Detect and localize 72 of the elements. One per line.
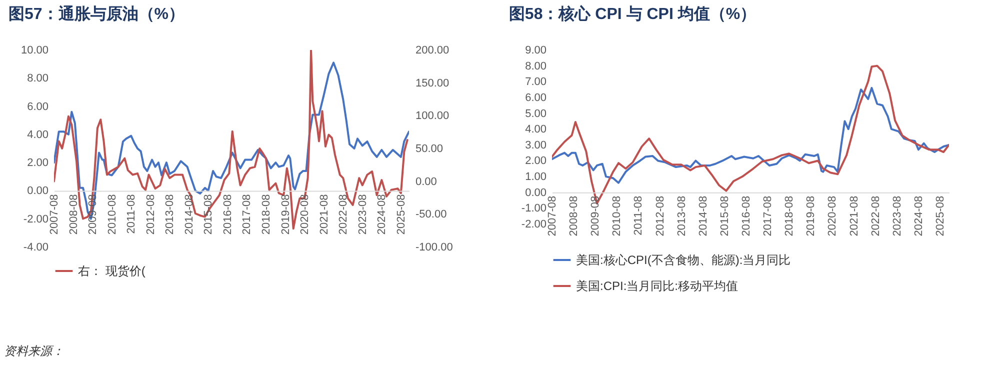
y-tick-label: 4.00 bbox=[525, 124, 546, 136]
y2-tick-label: -100.00 bbox=[416, 242, 453, 254]
x-tick-label: 2020-08 bbox=[826, 196, 839, 236]
x-tick-label: 2007-08 bbox=[546, 196, 558, 236]
y2-tick-label: 0.00 bbox=[416, 176, 437, 188]
x-tick-label: 2008-08 bbox=[68, 194, 80, 235]
legend-label: 美国:CPI:当月同比:移动平均值 bbox=[576, 279, 738, 293]
x-tick-label: 2017-08 bbox=[241, 194, 254, 235]
chart-title: 图58：核心 CPI 与 CPI 均值（%） bbox=[508, 4, 756, 23]
x-tick-label: 2018-08 bbox=[260, 194, 273, 235]
x-tick-label: 2008-08 bbox=[568, 196, 580, 236]
x-tick-label: 2015-08 bbox=[202, 194, 215, 235]
x-tick-label: 2014-08 bbox=[183, 194, 196, 235]
text: 资料来源： bbox=[4, 343, 64, 360]
x-tick-label: 2007-08 bbox=[48, 194, 60, 235]
x-tick-label: 2021-08 bbox=[318, 194, 330, 235]
x-tick-label: 2013-08 bbox=[676, 196, 688, 236]
x-tick-label: 2023-08 bbox=[891, 196, 904, 236]
x-tick-label: 2019-08 bbox=[280, 194, 292, 235]
x-tick-label: 2011-08 bbox=[126, 194, 138, 234]
y-tick-label: 6.00 bbox=[525, 92, 546, 104]
y-tick-label: -2.00 bbox=[23, 213, 48, 226]
x-tick-label: 2009-08 bbox=[87, 194, 100, 235]
x-tick-label: 2024-08 bbox=[912, 196, 925, 236]
y-tick-label: 5.00 bbox=[525, 108, 546, 120]
y-tick-label: 6.00 bbox=[27, 100, 48, 113]
legend-label: 右： 现货价( bbox=[78, 264, 146, 278]
x-tick-label: 2009-08 bbox=[590, 196, 602, 236]
x-tick-label: 2023-08 bbox=[356, 194, 369, 235]
y-tick-label: 8.00 bbox=[525, 60, 546, 72]
x-tick-label: 2018-08 bbox=[784, 196, 796, 236]
y-tick-label: 0.00 bbox=[525, 186, 546, 199]
x-tick-label: 2016-08 bbox=[740, 196, 753, 236]
legend-label: 美国:核心CPI(不含食物、能源):当月同比 bbox=[576, 253, 791, 267]
x-tick-label: 2025-08 bbox=[934, 196, 946, 236]
chart-title: 图57：通胀与原油（%） bbox=[8, 5, 185, 23]
y2-tick-label: 100.00 bbox=[416, 110, 450, 122]
y-tick-label: 7.00 bbox=[525, 76, 546, 88]
x-tick-label: 2019-08 bbox=[805, 196, 818, 236]
line-series bbox=[552, 86, 949, 184]
y-tick-label: 0.00 bbox=[27, 185, 48, 198]
y2-tick-label: 200.00 bbox=[416, 44, 450, 56]
x-tick-label: 2010-08 bbox=[611, 196, 624, 236]
y-tick-label: 10.00 bbox=[20, 44, 48, 56]
y-tick-label: 8.00 bbox=[27, 72, 48, 85]
x-tick-label: 2013-08 bbox=[164, 194, 176, 235]
y2-tick-label: -50.00 bbox=[416, 208, 447, 221]
x-tick-label: 2011-08 bbox=[632, 196, 645, 236]
y-tick-label: 2.00 bbox=[525, 155, 546, 168]
y-tick-label: 2.00 bbox=[27, 157, 48, 170]
x-tick-label: 2010-08 bbox=[106, 194, 118, 235]
x-tick-label: 2022-08 bbox=[870, 196, 882, 236]
y-tick-label: -4.00 bbox=[23, 242, 48, 254]
x-tick-label: 2017-08 bbox=[762, 196, 774, 236]
y2-tick-label: 150.00 bbox=[416, 77, 450, 90]
y2-tick-label: 50.00 bbox=[416, 143, 444, 155]
y-tick-label: 3.00 bbox=[525, 139, 546, 152]
x-tick-label: 2025-08 bbox=[395, 194, 408, 235]
x-tick-label: 2012-08 bbox=[654, 196, 666, 236]
x-tick-label: 2021-08 bbox=[848, 196, 860, 236]
x-tick-label: 2024-08 bbox=[376, 194, 388, 235]
x-tick-label: 2014-08 bbox=[697, 196, 710, 236]
y-tick-label: 9.00 bbox=[525, 44, 546, 56]
x-tick-label: 2016-08 bbox=[222, 194, 234, 235]
x-tick-label: 2020-08 bbox=[299, 194, 312, 235]
y-tick-label: 4.00 bbox=[27, 128, 48, 141]
y-tick-label: -2.00 bbox=[521, 218, 546, 230]
y-tick-label: 1.00 bbox=[525, 171, 546, 184]
x-tick-label: 2022-08 bbox=[338, 194, 350, 235]
x-tick-label: 2012-08 bbox=[144, 194, 157, 235]
x-tick-label: 2015-08 bbox=[718, 196, 731, 236]
y-tick-label: -1.00 bbox=[521, 202, 546, 215]
